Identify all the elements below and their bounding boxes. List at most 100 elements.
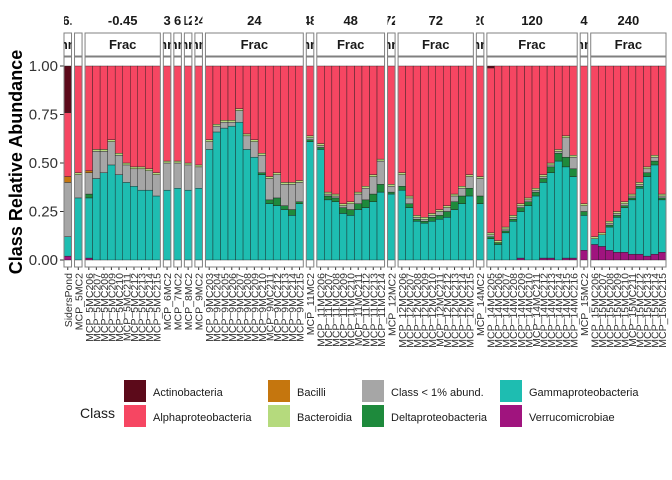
bar-stack — [369, 65, 378, 261]
bar-segment — [405, 207, 414, 261]
bar-segment — [130, 65, 138, 168]
bar-segment — [265, 199, 274, 204]
x-tick-label: MCP_9MC203 — [204, 273, 216, 342]
bar-stack — [306, 65, 315, 261]
bar-segment — [92, 65, 101, 150]
facet-panel: 24 mm MCP_9MC2 — [194, 8, 206, 330]
bar-segment — [397, 172, 406, 175]
bar-segment — [628, 197, 637, 201]
bar-segment — [369, 174, 378, 177]
bar-segment — [250, 156, 259, 261]
x-tick-label: MCP_14MC213 — [546, 273, 558, 348]
bar-segment — [387, 186, 396, 193]
bar-stack — [137, 65, 146, 261]
bar-segment — [554, 160, 563, 261]
bar-segment — [316, 65, 325, 144]
bar-segment — [501, 226, 510, 230]
bar-segment — [63, 236, 72, 257]
bar-segment — [227, 122, 236, 127]
x-tick-label: MCP_15MC211 — [627, 273, 639, 347]
bar-segment — [265, 178, 274, 201]
bar-segment — [524, 65, 533, 199]
bar-segment — [613, 215, 622, 218]
bar-segment — [265, 176, 274, 179]
bar-segment — [427, 213, 436, 216]
bar-segment — [145, 170, 153, 191]
bar-segment — [531, 188, 540, 191]
facet-panel-border — [475, 56, 485, 268]
bar-stack — [339, 65, 348, 261]
legend-label: Class < 1% abund. — [391, 387, 484, 399]
bar-stack — [561, 65, 570, 261]
bar-segment — [163, 162, 172, 191]
bar-segment — [339, 213, 348, 261]
facet-panel-border — [74, 56, 83, 268]
facet-label-bottom: mm — [380, 37, 403, 52]
bar-segment — [443, 211, 451, 218]
bar-stack — [620, 65, 629, 261]
facet-label-top: 240 — [573, 13, 595, 28]
bar-segment — [605, 224, 614, 228]
bar-segment — [501, 232, 510, 261]
bar-segment — [194, 65, 203, 166]
x-tick-label: MCP_9MC215 — [295, 273, 307, 342]
x-tick-label: MCP_14MC2 — [475, 273, 487, 336]
bar-segment — [242, 135, 251, 150]
bar-segment — [324, 191, 333, 195]
bar-segment — [324, 65, 333, 193]
bar-segment — [184, 164, 193, 191]
bar-segment — [420, 65, 429, 218]
bar-segment — [137, 168, 146, 191]
facet-panel: 72FracMCP_12MC206MCP_12MC207MCP_12MC208M… — [397, 8, 477, 348]
bar-segment — [420, 222, 429, 261]
bar-segment — [620, 205, 629, 208]
facet-label-top: 16.4 — [55, 13, 81, 28]
bar-segment — [658, 65, 667, 195]
facet-strip-bottom — [74, 32, 83, 57]
bar-segment — [509, 217, 518, 220]
bar-segment — [361, 186, 370, 189]
bar-segment — [184, 189, 193, 261]
facet-label-bottom: Frac — [109, 37, 136, 52]
bar-segment — [324, 199, 333, 261]
bar-segment — [242, 149, 251, 261]
bar-segment — [114, 155, 123, 175]
bar-segment — [427, 217, 436, 222]
bar-segment — [361, 65, 370, 187]
bar-segment — [546, 164, 555, 168]
x-tick-label: MCP_11MC210 — [346, 273, 358, 347]
bar-segment — [486, 236, 495, 239]
facet-panel: 20 mm MCP_14MC2 — [475, 8, 487, 336]
bar-segment — [450, 201, 459, 210]
bar-segment — [580, 65, 588, 204]
bar-segment — [220, 127, 229, 261]
bar-segment — [63, 255, 72, 261]
legend-label: Deltaproteobacteria — [391, 412, 488, 424]
facet-label-bottom: mm — [177, 37, 200, 52]
bar-segment — [443, 205, 451, 208]
bar-segment — [306, 135, 315, 138]
facet-panel: -0.45FracMCP_5MC206MCP_5MC207MCP_5MC208M… — [84, 8, 164, 342]
bar-segment — [650, 155, 659, 158]
bar-segment — [280, 209, 289, 261]
bar-segment — [458, 203, 467, 261]
bar-segment — [295, 180, 304, 183]
x-tick-label: MCP_12MC210 — [427, 273, 439, 348]
bar-segment — [107, 141, 116, 166]
bar-segment — [122, 162, 131, 166]
bar-stack — [598, 65, 606, 261]
bar-segment — [99, 149, 108, 152]
facet-strip-bottom — [204, 32, 304, 57]
bar-segment — [235, 122, 244, 261]
bar-segment — [295, 203, 304, 261]
bar-segment — [546, 162, 555, 166]
bar-segment — [598, 65, 606, 234]
x-tick-label: MCP_9MC207 — [234, 273, 246, 342]
bar-segment — [494, 65, 503, 241]
bar-segment — [130, 186, 138, 261]
bar-segment — [450, 195, 459, 202]
bar-segment — [220, 122, 229, 129]
bar-segment — [450, 193, 459, 197]
facet-panel-border — [84, 56, 161, 268]
bar-segment — [376, 184, 385, 193]
